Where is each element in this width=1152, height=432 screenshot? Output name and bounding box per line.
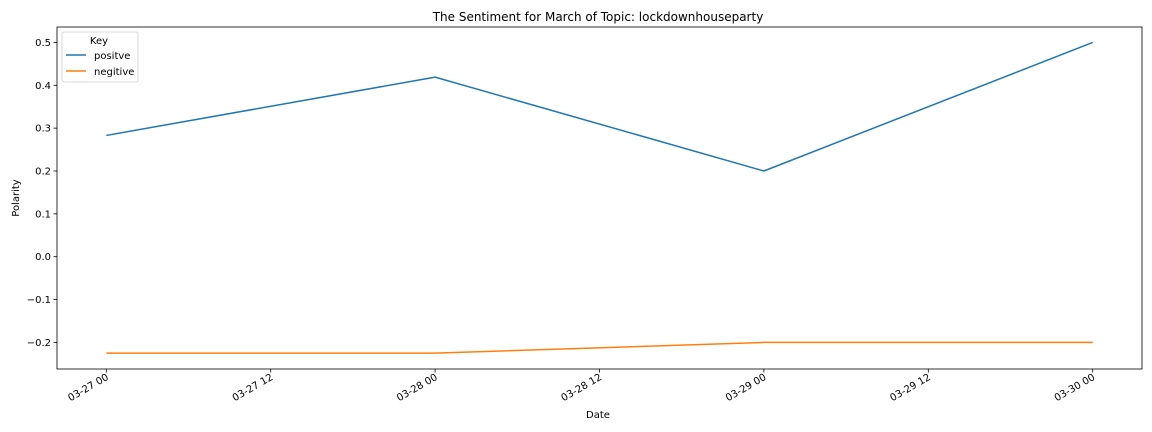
chart-title: The Sentiment for March of Topic: lockdo… <box>432 10 764 24</box>
y-tick-label: 0.3 <box>35 124 51 135</box>
x-tick-label: 03-30 00 <box>1053 372 1097 404</box>
legend: Key positve negitive <box>61 31 139 83</box>
y-tick-label: 0.4 <box>35 81 51 92</box>
y-tick-label: 0.0 <box>35 252 51 263</box>
y-tick-label: 0.1 <box>35 209 51 220</box>
y-tick-label: 0.5 <box>35 38 51 49</box>
legend-entry-positve: positve <box>94 51 130 62</box>
x-tick-label: 03-28 00 <box>395 372 439 404</box>
y-axis-label: Polarity <box>11 179 22 217</box>
y-axis: 0.5 0.4 0.3 0.2 0.1 0.0 −0.1 −0.2 <box>27 38 57 349</box>
x-tick-label: 03-29 12 <box>888 372 932 404</box>
x-tick-label: 03-27 00 <box>66 372 110 404</box>
x-axis-label: Date <box>586 410 610 421</box>
series-line-negitive <box>106 341 1093 354</box>
x-axis: 03-27 00 03-27 12 03-28 00 03-28 12 03-29 00… <box>66 369 1097 404</box>
y-tick-label: 0.2 <box>35 167 51 178</box>
plot-area <box>56 26 1143 370</box>
series-line-positve <box>106 41 1093 172</box>
legend-box <box>61 31 139 83</box>
legend-title: Key <box>90 36 108 47</box>
x-tick-label: 03-29 00 <box>724 372 768 404</box>
x-tick-label: 03-27 12 <box>231 372 275 404</box>
series-layer <box>106 41 1093 354</box>
y-tick-label: −0.2 <box>27 338 51 349</box>
x-tick-label: 03-28 12 <box>560 372 604 404</box>
legend-entry-negitive: negitive <box>94 67 134 78</box>
y-tick-label: −0.1 <box>27 295 51 306</box>
